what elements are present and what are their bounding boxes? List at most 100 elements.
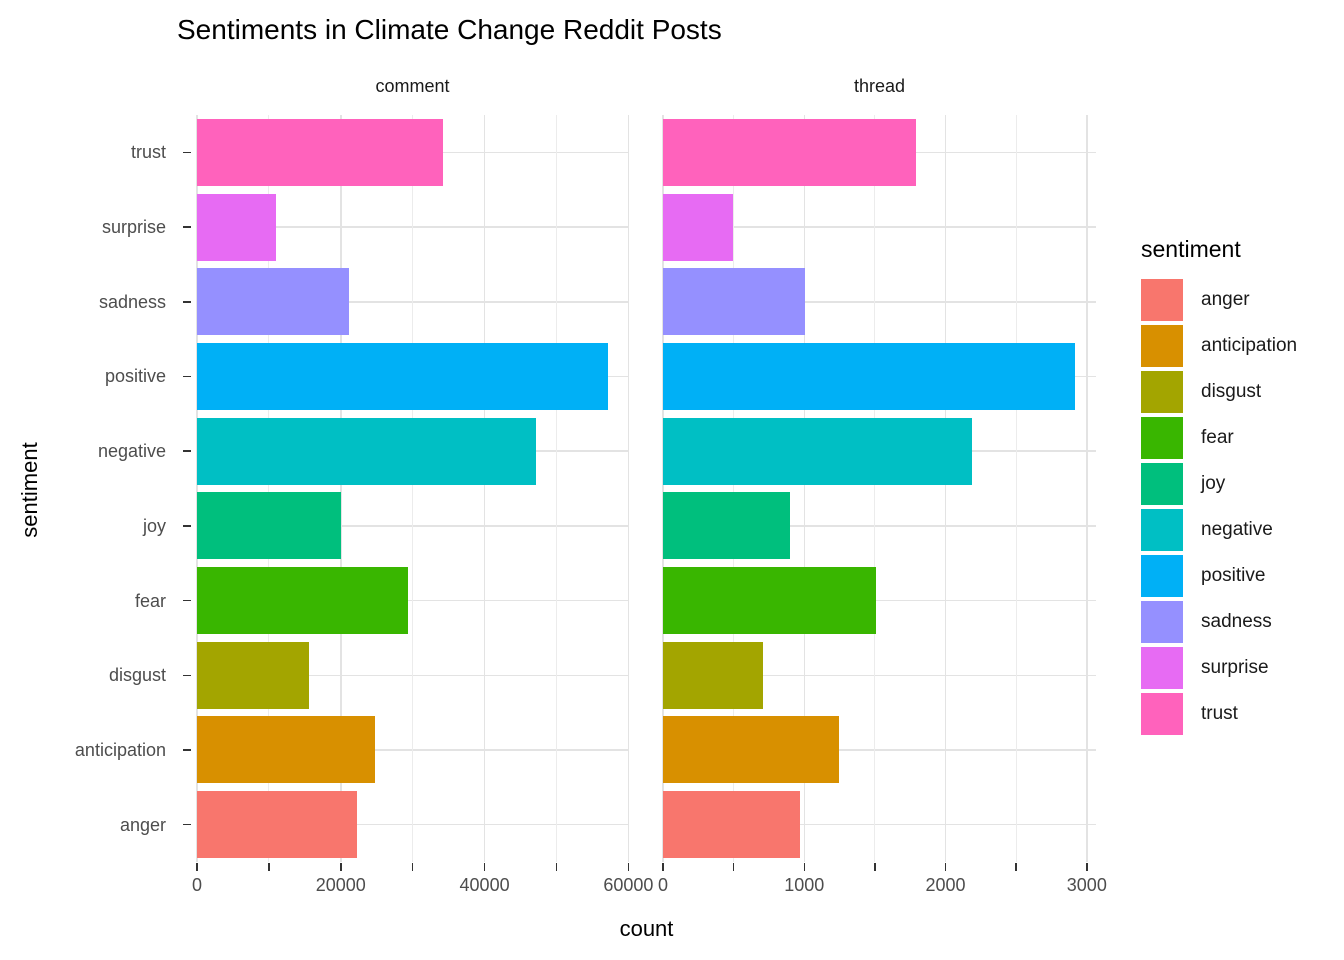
x-tick-label-comment-0: 0	[191, 875, 202, 895]
legend-swatch-anger	[1141, 279, 1183, 321]
y-tick-label-negative: negative	[97, 441, 166, 462]
gridline-v-comment-60000	[627, 115, 630, 862]
gridline-h-thread-surprise	[663, 226, 1096, 228]
bar-thread-fear	[663, 567, 877, 635]
x-tick-mark-thread-3000	[1086, 863, 1088, 871]
legend-items: anger anticipation disgust fear joy negative p…	[1141, 279, 1297, 735]
y-tick-mark-positive	[183, 375, 191, 378]
y-tick-mark-disgust	[183, 674, 191, 676]
legend-label-surprise: surprise	[1201, 657, 1269, 678]
legend-swatch-trust	[1141, 693, 1183, 735]
x-tick-label-comment-20000: 20000	[315, 875, 366, 895]
x-tick-mark-comment-10000	[268, 863, 270, 871]
legend-swatch-joy	[1141, 463, 1183, 505]
y-tick-label-positive: positive	[104, 366, 166, 387]
legend-item-fear: fear	[1141, 417, 1297, 459]
x-tick-mark-comment-40000	[483, 863, 486, 871]
bar-thread-sadness	[663, 268, 805, 336]
x-tick-label-thread-0: 0	[657, 875, 668, 895]
x-tick-mark-thread-1000	[803, 863, 806, 871]
legend-swatch-disgust	[1141, 371, 1183, 413]
legend-label-positive: positive	[1201, 565, 1266, 586]
y-tick-mark-negative	[183, 450, 191, 452]
x-tick-label-thread-2000: 2000	[925, 875, 966, 895]
bar-comment-sadness	[197, 268, 349, 336]
gridline-v-thread-2000	[944, 115, 947, 862]
legend-item-sadness: sadness	[1141, 601, 1297, 643]
y-tick-mark-joy	[183, 525, 191, 527]
x-tick-mark-thread-2000	[944, 863, 947, 871]
bar-thread-disgust	[663, 641, 764, 709]
chart-title: Sentiments in Climate Change Reddit Post…	[177, 14, 722, 45]
x-tick-label-thread-1000: 1000	[784, 875, 825, 895]
bar-thread-positive	[663, 342, 1075, 410]
bar-comment-negative	[197, 417, 536, 485]
legend-swatch-sadness	[1141, 601, 1183, 643]
gridline-v-thread-1000	[803, 115, 806, 862]
y-tick-label-sadness: sadness	[98, 291, 166, 312]
legend-title: sentiment	[1141, 236, 1241, 262]
bar-comment-trust	[197, 118, 443, 186]
facet-label-thread: thread	[853, 76, 906, 96]
legend-item-anticipation: anticipation	[1141, 325, 1297, 367]
legend-label-trust: trust	[1201, 703, 1238, 724]
gridline-v-comment-30000	[412, 115, 414, 862]
legend-swatch-positive	[1141, 555, 1183, 597]
y-tick-label-joy: joy	[142, 515, 166, 536]
panel-thread	[662, 115, 1096, 862]
legend-label-disgust: disgust	[1201, 381, 1262, 402]
y-tick-mark-anger	[183, 823, 191, 826]
x-tick-mark-thread-2500	[1015, 863, 1017, 871]
y-tick-mark-trust	[183, 151, 191, 154]
x-tick-label-comment-40000: 40000	[459, 875, 510, 895]
gridline-v-comment-40000	[483, 115, 486, 862]
legend-label-joy: joy	[1201, 473, 1226, 494]
y-tick-label-trust: trust	[130, 142, 166, 163]
gridline-v-comment-20000	[340, 115, 342, 862]
legend-label-anticipation: anticipation	[1201, 335, 1298, 356]
y-tick-label-anticipation: anticipation	[74, 739, 166, 760]
legend-label-negative: negative	[1201, 519, 1273, 540]
legend-item-negative: negative	[1141, 509, 1297, 551]
legend-swatch-anticipation	[1141, 325, 1183, 367]
bar-comment-positive	[197, 342, 608, 410]
legend-item-anger: anger	[1141, 279, 1297, 321]
gridline-h-thread-joy	[663, 525, 1096, 527]
gridline-v-thread-500	[733, 115, 735, 862]
bar-comment-fear	[197, 567, 409, 635]
y-tick-mark-fear	[183, 599, 191, 602]
y-tick-mark-sadness	[183, 301, 191, 303]
x-tick-mark-comment-60000	[627, 863, 630, 871]
gridline-v-comment-10000	[268, 115, 270, 862]
gridline-v-comment-50000	[555, 115, 557, 862]
legend-label-fear: fear	[1201, 427, 1234, 448]
y-tick-label-anger: anger	[119, 814, 166, 835]
y-tick-label-surprise: surprise	[101, 217, 166, 238]
bar-thread-surprise	[663, 193, 733, 261]
gridline-h-thread-anger	[663, 823, 1096, 826]
x-tick-mark-thread-0	[662, 863, 664, 871]
legend-label-anger: anger	[1201, 289, 1250, 310]
bar-thread-joy	[663, 492, 791, 560]
bar-thread-anger	[663, 791, 801, 859]
gridline-v-comment-0	[196, 115, 198, 862]
bar-thread-anticipation	[663, 716, 839, 784]
legend-item-positive: positive	[1141, 555, 1297, 597]
gridline-h-thread-disgust	[663, 674, 1096, 676]
x-tick-label-thread-3000: 3000	[1066, 875, 1107, 895]
gridline-h-thread-sadness	[663, 301, 1096, 303]
y-tick-label-disgust: disgust	[108, 665, 166, 686]
gridline-v-thread-0	[662, 115, 664, 862]
legend-item-surprise: surprise	[1141, 647, 1297, 689]
gridline-v-thread-1500	[874, 115, 876, 862]
legend-item-trust: trust	[1141, 693, 1297, 735]
bar-comment-anticipation	[197, 716, 375, 784]
bar-comment-joy	[197, 492, 341, 560]
bar-thread-trust	[663, 118, 916, 186]
bar-thread-negative	[663, 417, 972, 485]
y-tick-mark-surprise	[183, 226, 191, 228]
legend-item-joy: joy	[1141, 463, 1297, 505]
legend-item-disgust: disgust	[1141, 371, 1297, 413]
gridline-v-thread-2500	[1015, 115, 1017, 862]
legend: sentiment anger anticipation disgust fear jo…	[1141, 236, 1297, 739]
